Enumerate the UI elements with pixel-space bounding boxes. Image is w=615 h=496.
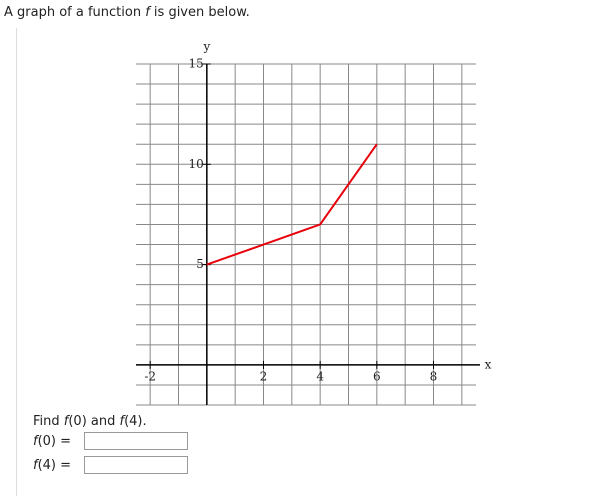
text: f [33,434,38,449]
y-axis-label: y [202,40,210,54]
y-tick-label: 10 [189,157,204,171]
y-tick-label: 5 [196,257,204,271]
answer-label: f(0) = [33,434,71,449]
x-tick-label: 4 [316,369,324,383]
text: = [60,434,72,449]
answer-input[interactable] [84,456,188,474]
answer-label: f(4) = [33,458,71,473]
text: A graph of a function [4,5,146,20]
text: (0) and [68,414,120,429]
prompt: Find f(0) and f(4). [33,414,147,429]
x-tick-label: 2 [260,369,268,383]
x-tick-label: 6 [373,369,381,383]
intro: A graph of a function f is given below. [4,5,250,20]
text: (0) [37,434,56,449]
text: f [119,414,125,429]
text: f [33,458,38,473]
x-tick-label: 8 [430,369,438,383]
text: f [63,414,69,429]
function-line [206,143,378,266]
text: f [145,5,150,20]
left-border [16,28,17,496]
text: (4). [124,414,147,429]
text: is given below. [149,5,250,20]
x-axis-label: x [485,357,492,371]
y-tick-label: 15 [189,57,204,71]
text: Find [33,414,64,429]
x-tick-label: -2 [144,369,156,383]
text: = [60,458,72,473]
text: (4) [37,458,56,473]
answer-input[interactable] [84,432,188,450]
